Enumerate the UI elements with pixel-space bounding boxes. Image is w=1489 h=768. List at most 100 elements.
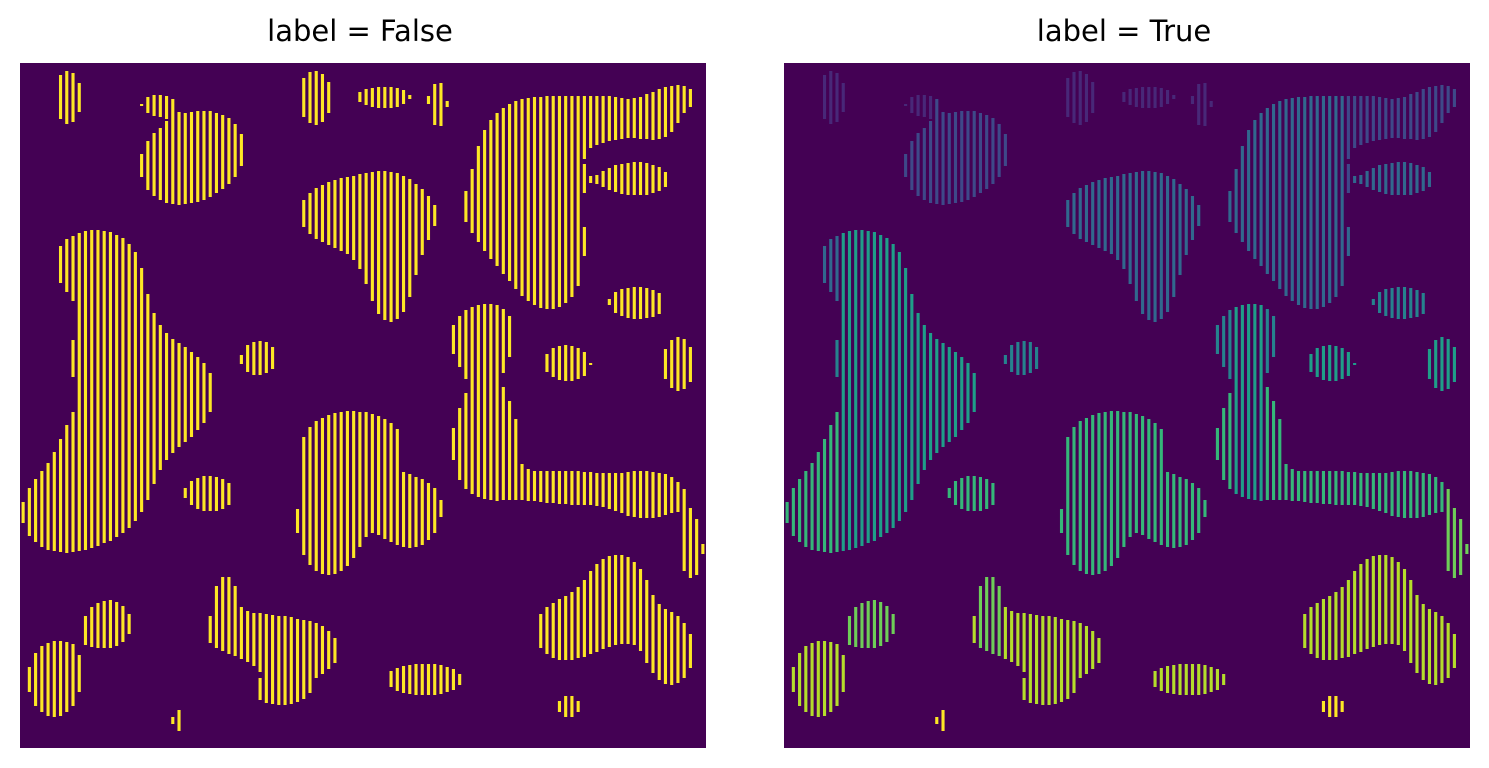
heatmap-cell <box>308 72 312 123</box>
heatmap-cell <box>140 268 144 512</box>
heatmap-cell <box>985 479 989 509</box>
heatmap-cell <box>133 252 137 521</box>
heatmap-cell <box>1190 483 1195 540</box>
heatmap-cell <box>620 164 624 194</box>
heatmap-cell <box>208 111 212 197</box>
heatmap-cell <box>158 325 162 470</box>
heatmap-true <box>784 63 1470 748</box>
heatmap-cell <box>214 113 219 193</box>
heatmap-cell <box>108 600 112 648</box>
heatmap-cell <box>514 101 518 289</box>
heatmap-cell <box>364 412 368 537</box>
heatmap-cell <box>183 488 187 498</box>
heatmap-cell <box>551 471 555 503</box>
heatmap-cell <box>408 179 412 297</box>
heatmap-cell <box>1296 471 1301 501</box>
heatmap-cell <box>866 601 870 648</box>
heatmap-cell <box>476 305 480 497</box>
heatmap-cell <box>1259 113 1263 266</box>
heatmap-cell <box>1409 163 1413 195</box>
heatmap-cell <box>589 96 593 148</box>
heatmap-cell <box>470 169 474 233</box>
heatmap-cell <box>557 599 562 660</box>
heatmap-cell <box>595 175 599 184</box>
heatmap-cell <box>445 667 449 692</box>
heatmap-cell <box>1402 569 1407 651</box>
heatmap-cell <box>239 607 243 659</box>
heatmap-cell <box>439 500 443 517</box>
heatmap-cell <box>202 363 206 423</box>
heatmap-cell <box>302 78 306 117</box>
heatmap-cell <box>221 577 225 651</box>
heatmap-cell <box>929 121 933 203</box>
heatmap-cell <box>121 606 125 642</box>
heatmap-cell <box>891 244 895 528</box>
heatmap-cell <box>960 478 964 509</box>
heatmap-cell <box>1378 165 1382 192</box>
heatmap-cell <box>1240 146 1244 242</box>
heatmap-cell <box>1278 419 1282 500</box>
heatmap-cell <box>1159 429 1163 545</box>
heatmap-cell <box>196 478 200 509</box>
heatmap-cell <box>377 87 381 108</box>
heatmap-cell <box>464 393 468 489</box>
heatmap-cell <box>1421 473 1425 517</box>
heatmap-cell <box>140 104 144 106</box>
chart-title: label = True <box>1036 14 1212 48</box>
heatmap-cell <box>1303 471 1307 502</box>
heatmap-cell <box>1178 477 1182 547</box>
heatmap-cell <box>401 472 406 547</box>
heatmap-cell <box>785 502 789 523</box>
heatmap-cell <box>835 340 839 377</box>
heatmap-cell <box>1134 88 1138 107</box>
heatmap-cell <box>1066 200 1070 227</box>
heatmap-cell <box>929 96 933 119</box>
heatmap-cell <box>910 294 914 500</box>
heatmap-cell <box>854 607 858 647</box>
heatmap-cell <box>670 86 674 132</box>
heatmap-cell <box>314 71 318 125</box>
heatmap-cell <box>451 669 455 690</box>
heatmap-cell <box>614 292 618 313</box>
heatmap-false <box>20 63 706 748</box>
heatmap-cell <box>798 653 802 706</box>
heatmap-cell <box>626 163 630 195</box>
heatmap-cell <box>991 118 995 184</box>
heatmap-cell <box>545 471 549 503</box>
heatmap-cell <box>1122 412 1126 547</box>
heatmap-cell <box>1153 423 1157 542</box>
heatmap-cell <box>214 477 219 511</box>
heatmap-cell <box>1190 196 1195 240</box>
heatmap-cell <box>1215 669 1219 690</box>
heatmap-cell <box>1078 623 1082 678</box>
heatmap-cell <box>189 112 194 203</box>
heatmap-cell <box>1371 473 1375 509</box>
heatmap-cell <box>1203 83 1207 126</box>
heatmap-cell <box>1452 347 1456 382</box>
heatmap-cell <box>1272 401 1276 500</box>
heatmap-cell <box>320 185 325 242</box>
heatmap-cell <box>526 469 530 501</box>
heatmap-cell <box>614 555 618 645</box>
heatmap-cell <box>564 345 568 381</box>
heatmap-cell <box>252 613 256 666</box>
heatmap-cell <box>960 357 964 430</box>
heatmap-cell <box>1272 316 1276 357</box>
heatmap-cell <box>233 586 237 656</box>
heatmap-cell <box>1328 471 1332 504</box>
heatmap-cell <box>1003 134 1007 166</box>
heatmap-cell <box>1153 172 1157 322</box>
heatmap-cell <box>1116 411 1120 558</box>
heatmap-cell <box>208 616 212 643</box>
heatmap-cell <box>1421 293 1425 314</box>
heatmap-cell <box>377 416 381 535</box>
heatmap-cell <box>358 92 362 102</box>
heatmap-cell <box>370 172 374 301</box>
heatmap-cell <box>433 488 437 533</box>
heatmap-cell <box>582 580 586 657</box>
heatmap-cell <box>233 124 237 177</box>
heatmap-cell <box>489 304 493 500</box>
heatmap-cell <box>576 96 580 286</box>
heatmap-cell <box>1378 555 1382 645</box>
heatmap-cell <box>401 666 406 693</box>
